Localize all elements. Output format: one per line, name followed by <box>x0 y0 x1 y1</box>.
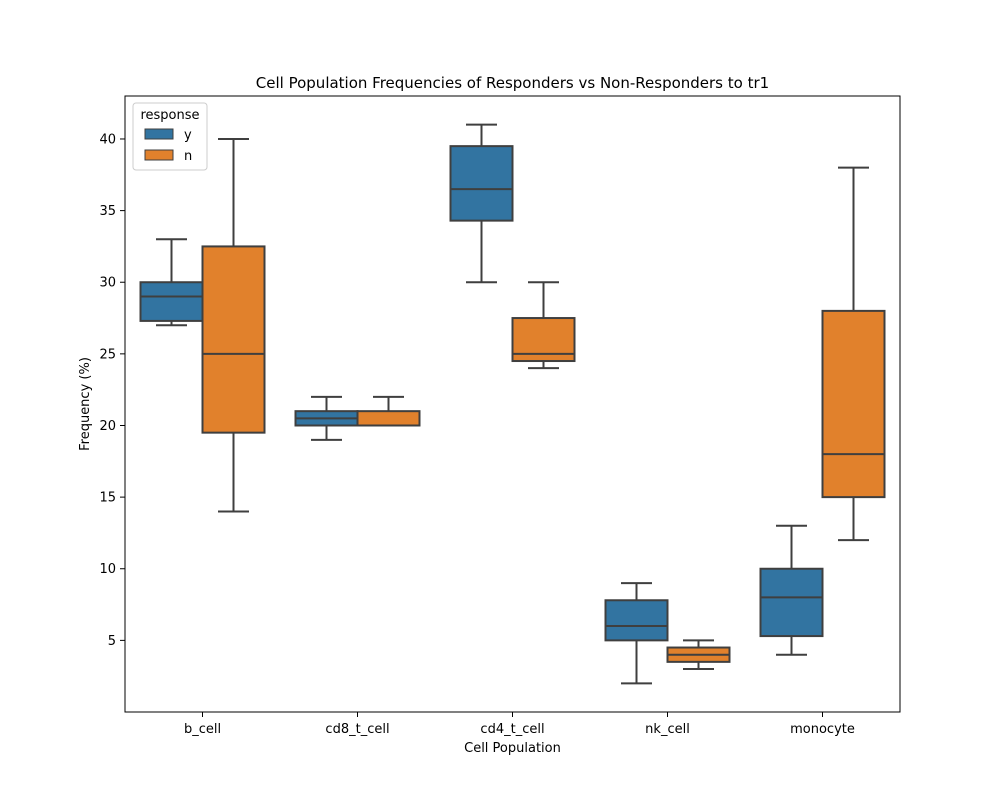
x-tick-label: cd4_t_cell <box>480 722 544 737</box>
y-axis-label: Frequency (%) <box>78 357 93 451</box>
y-tick-label: 35 <box>99 204 116 219</box>
y-axis: 5 10 15 20 25 30 35 40 <box>99 132 125 649</box>
y-tick-label: 30 <box>99 276 116 291</box>
x-tick-label: cd8_t_cell <box>325 722 389 737</box>
x-tick-label: monocyte <box>790 722 855 737</box>
box-cd8_t_cell-n <box>356 395 421 427</box>
box-monocyte-y <box>759 524 824 656</box>
x-tick-label: b_cell <box>184 722 221 737</box>
x-tick-label: nk_cell <box>645 722 690 737</box>
x-axis-label: Cell Population <box>464 741 561 756</box>
y-tick-label: 5 <box>108 634 116 649</box>
legend-swatch-n <box>144 149 174 161</box>
legend-label-y: y <box>184 128 192 143</box>
legend-title: response <box>140 108 199 123</box>
box-nk_cell-y <box>604 582 669 685</box>
box-nk_cell-n <box>666 639 731 671</box>
y-tick-label: 20 <box>99 419 116 434</box>
box-iqr <box>449 145 514 222</box>
box-cd4_t_cell-y <box>449 123 514 284</box>
chart-title: Cell Population Frequencies of Responder… <box>256 74 769 92</box>
box-cd4_t_cell-n <box>511 281 576 370</box>
box-iqr <box>604 599 669 642</box>
x-axis: b_cell cd8_t_cell cd4_t_cell nk_cell monocyt… <box>184 712 855 737</box>
y-tick-label: 15 <box>99 491 116 506</box>
legend-swatch-y <box>144 128 174 140</box>
y-tick-label: 25 <box>99 347 116 362</box>
box-iqr <box>139 281 204 322</box>
legend: response yn <box>132 102 208 171</box>
y-tick-label: 10 <box>99 562 116 577</box>
box-iqr <box>759 567 824 638</box>
legend-label-n: n <box>184 149 192 164</box>
box-iqr <box>356 410 421 427</box>
box-iqr <box>821 309 886 499</box>
y-tick-label: 40 <box>99 132 116 147</box>
box-cd8_t_cell-y <box>294 395 359 441</box>
plot-area <box>139 123 886 685</box>
box-b_cell-n <box>201 137 266 513</box>
box-b_cell-y <box>139 238 204 327</box>
box-monocyte-n <box>821 166 886 542</box>
box-iqr <box>201 245 266 434</box>
